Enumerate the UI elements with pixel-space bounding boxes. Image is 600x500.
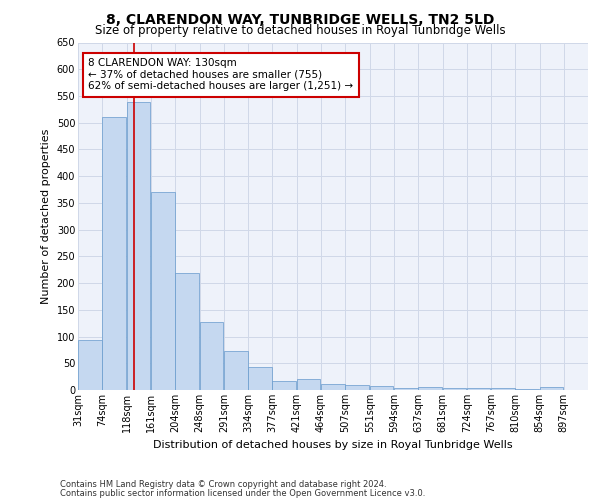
Bar — [272, 381, 296, 390]
Bar — [175, 274, 199, 390]
Bar — [345, 384, 369, 390]
Bar — [467, 388, 490, 390]
Text: 8 CLARENDON WAY: 130sqm
← 37% of detached houses are smaller (755)
62% of semi-d: 8 CLARENDON WAY: 130sqm ← 37% of detache… — [88, 58, 353, 92]
Y-axis label: Number of detached properties: Number of detached properties — [41, 128, 51, 304]
Bar — [78, 340, 101, 390]
Bar — [297, 380, 320, 390]
X-axis label: Distribution of detached houses by size in Royal Tunbridge Wells: Distribution of detached houses by size … — [153, 440, 513, 450]
Bar — [491, 388, 515, 390]
Bar — [394, 388, 418, 390]
Bar — [224, 351, 248, 390]
Bar — [248, 367, 272, 390]
Bar — [127, 102, 151, 390]
Bar — [418, 388, 442, 390]
Bar — [200, 322, 223, 390]
Bar — [370, 386, 394, 390]
Bar — [102, 118, 126, 390]
Text: Size of property relative to detached houses in Royal Tunbridge Wells: Size of property relative to detached ho… — [95, 24, 505, 37]
Text: 8, CLARENDON WAY, TUNBRIDGE WELLS, TN2 5LD: 8, CLARENDON WAY, TUNBRIDGE WELLS, TN2 5… — [106, 12, 494, 26]
Bar — [151, 192, 175, 390]
Bar — [443, 388, 466, 390]
Bar — [321, 384, 344, 390]
Text: Contains public sector information licensed under the Open Government Licence v3: Contains public sector information licen… — [60, 490, 425, 498]
Bar — [540, 388, 563, 390]
Text: Contains HM Land Registry data © Crown copyright and database right 2024.: Contains HM Land Registry data © Crown c… — [60, 480, 386, 489]
